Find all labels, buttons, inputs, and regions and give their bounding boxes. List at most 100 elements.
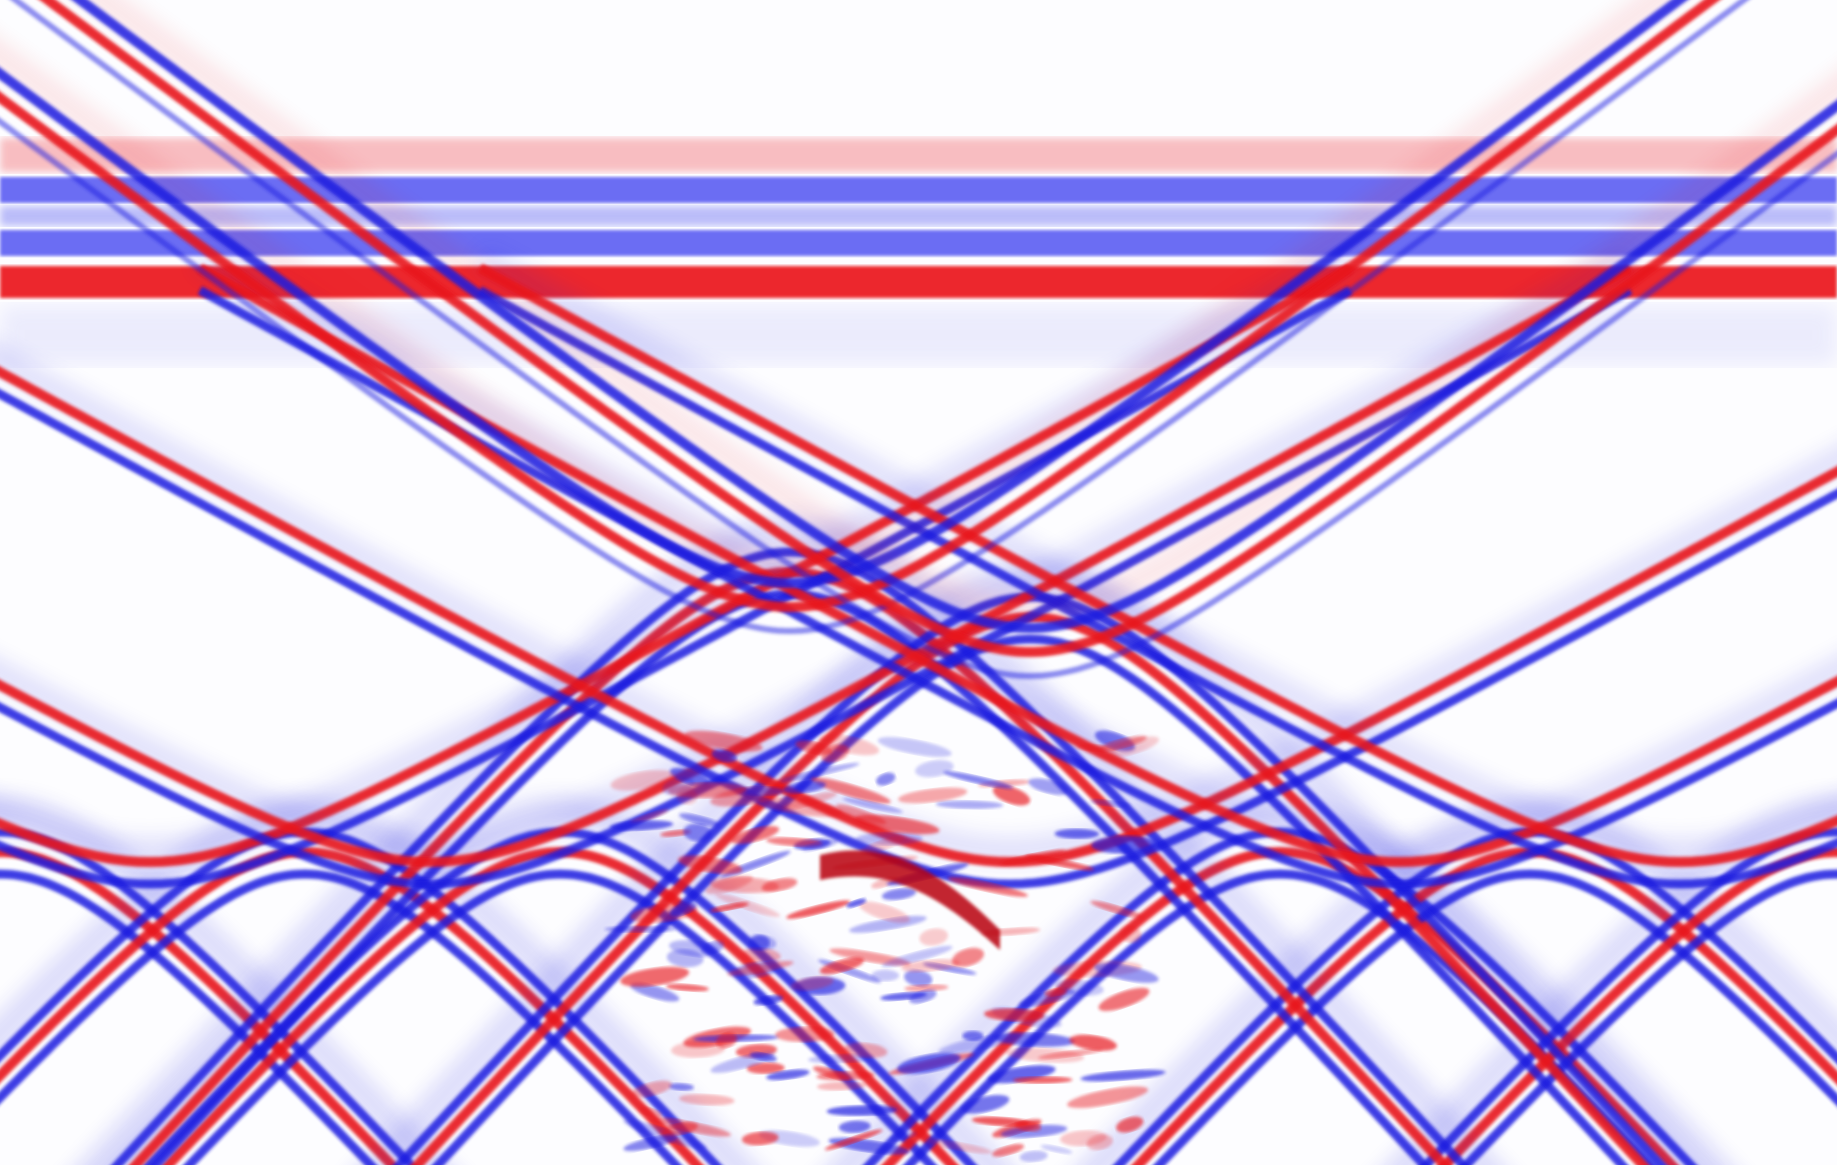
scatter-blob: [915, 760, 954, 778]
diffraction-trail-negative: [0, 869, 682, 1165]
scatter-blob: [948, 877, 1028, 897]
scatter-blob: [678, 855, 743, 874]
scatter-blob: [984, 1008, 1045, 1022]
scatter-blob: [992, 785, 1031, 806]
scatter-blob: [909, 989, 937, 1004]
scatter-blob: [904, 969, 933, 987]
scatter-blob: [1069, 1034, 1117, 1051]
diffraction-trail-negative: [183, 869, 937, 1165]
scatter-blob: [819, 957, 865, 975]
diffraction-trail-negative: [431, 634, 1629, 1165]
arch-trail-negative: [0, 0, 1749, 635]
scallop-halo: [0, 345, 1837, 864]
scatter-blob: [1080, 1069, 1166, 1082]
scatter-blob: [1108, 736, 1160, 757]
scatter-blob: [951, 947, 985, 967]
scatter-blob: [790, 976, 834, 991]
scallop-halo: [0, 244, 1357, 864]
scatter-blob: [961, 1094, 1010, 1114]
scatter-blob: [817, 1081, 867, 1091]
scatter-blob: [992, 1144, 1025, 1157]
scatter-blob: [630, 982, 680, 1002]
scatter-blob: [824, 1129, 883, 1151]
scatter-blob: [671, 1040, 726, 1058]
scatter-blob: [1000, 1124, 1068, 1139]
diffraction-front-positive: [881, 846, 1679, 1165]
scatter-blob: [716, 1032, 737, 1049]
scatter-blob: [666, 949, 704, 968]
scatter-blob: [766, 837, 823, 847]
scatter-blob: [730, 825, 780, 844]
scatter-blob: [629, 809, 669, 824]
scatter-blob: [1090, 900, 1144, 919]
arch-front-negative: [0, 0, 1688, 589]
scatter-blob: [987, 1065, 1056, 1084]
scatter-blob: [919, 928, 948, 946]
scatter-blob: [891, 1131, 917, 1141]
scatter-blob: [604, 925, 676, 933]
arch-halo: [82, 0, 1837, 624]
scatter-blob: [810, 777, 891, 804]
scatter-blob: [662, 776, 695, 796]
scatter-blob: [842, 797, 903, 813]
scatter-blob: [838, 1120, 871, 1133]
scatter-blob: [782, 791, 838, 810]
scatter-blob: [935, 800, 1004, 809]
scatter-blob: [715, 893, 780, 917]
diffraction-trail-negative: [903, 869, 1657, 1165]
scallop-front-negative: [477, 286, 1837, 889]
scatter-blob: [679, 1094, 735, 1106]
scatter-blob: [775, 1026, 835, 1043]
diffraction-halo: [77, 515, 1503, 1165]
scatter-blob: [1098, 987, 1150, 1011]
scatter-blob: [943, 771, 1014, 789]
scatter-blob: [881, 888, 917, 901]
scatter-blob: [1025, 855, 1094, 871]
scatter-blob: [741, 786, 785, 796]
scatter-blob: [859, 836, 906, 855]
scatter-blob: [819, 734, 880, 756]
scatter-blob: [971, 1116, 1030, 1127]
scatter-blob: [1119, 925, 1142, 943]
scatter-blob: [711, 748, 737, 763]
scatter-blob: [651, 1117, 731, 1137]
scatter-blob: [826, 1105, 898, 1116]
scatter-blob: [660, 829, 691, 837]
scatter-blob: [859, 901, 910, 923]
scatter-blob: [881, 945, 953, 968]
scatter-blob: [1005, 1047, 1085, 1063]
scallop-front-positive: [0, 263, 1353, 868]
scatter-blob: [710, 902, 749, 912]
scatter-blob: [710, 1052, 775, 1073]
scatter-blob: [670, 902, 697, 917]
scatter-blob: [876, 772, 896, 786]
scatter-blob: [1086, 1134, 1113, 1150]
scatter-blob: [678, 813, 720, 827]
scatter-blob: [802, 839, 839, 852]
scatter-blob: [683, 823, 712, 842]
scatter-blob: [843, 1042, 888, 1058]
scatter-blob: [779, 762, 860, 782]
scatter-blob: [1091, 835, 1157, 854]
scallop-halo: [0, 244, 1637, 864]
scatter-blob: [795, 740, 833, 755]
scatter-blob: [898, 787, 968, 804]
scatter-blob: [609, 820, 674, 831]
scatter-blob: [631, 1080, 672, 1098]
arch-front-positive: [39, 0, 1837, 658]
scatter-blob: [639, 1106, 662, 1118]
scatter-blob: [1040, 1144, 1073, 1154]
scatter-blob: [786, 900, 851, 919]
scatter-blob: [877, 737, 952, 757]
scatter-blob: [871, 969, 900, 982]
scatter-blob: [610, 770, 675, 791]
scatter-blob: [901, 959, 960, 972]
scatter-blob: [727, 960, 794, 976]
scatter-blob: [938, 1033, 1022, 1054]
scatter-blob: [753, 995, 784, 1006]
scatter-blob: [620, 966, 690, 987]
scatter-blob: [766, 1069, 810, 1081]
scatter-blob: [808, 1054, 874, 1064]
scatter-blob: [783, 781, 826, 794]
